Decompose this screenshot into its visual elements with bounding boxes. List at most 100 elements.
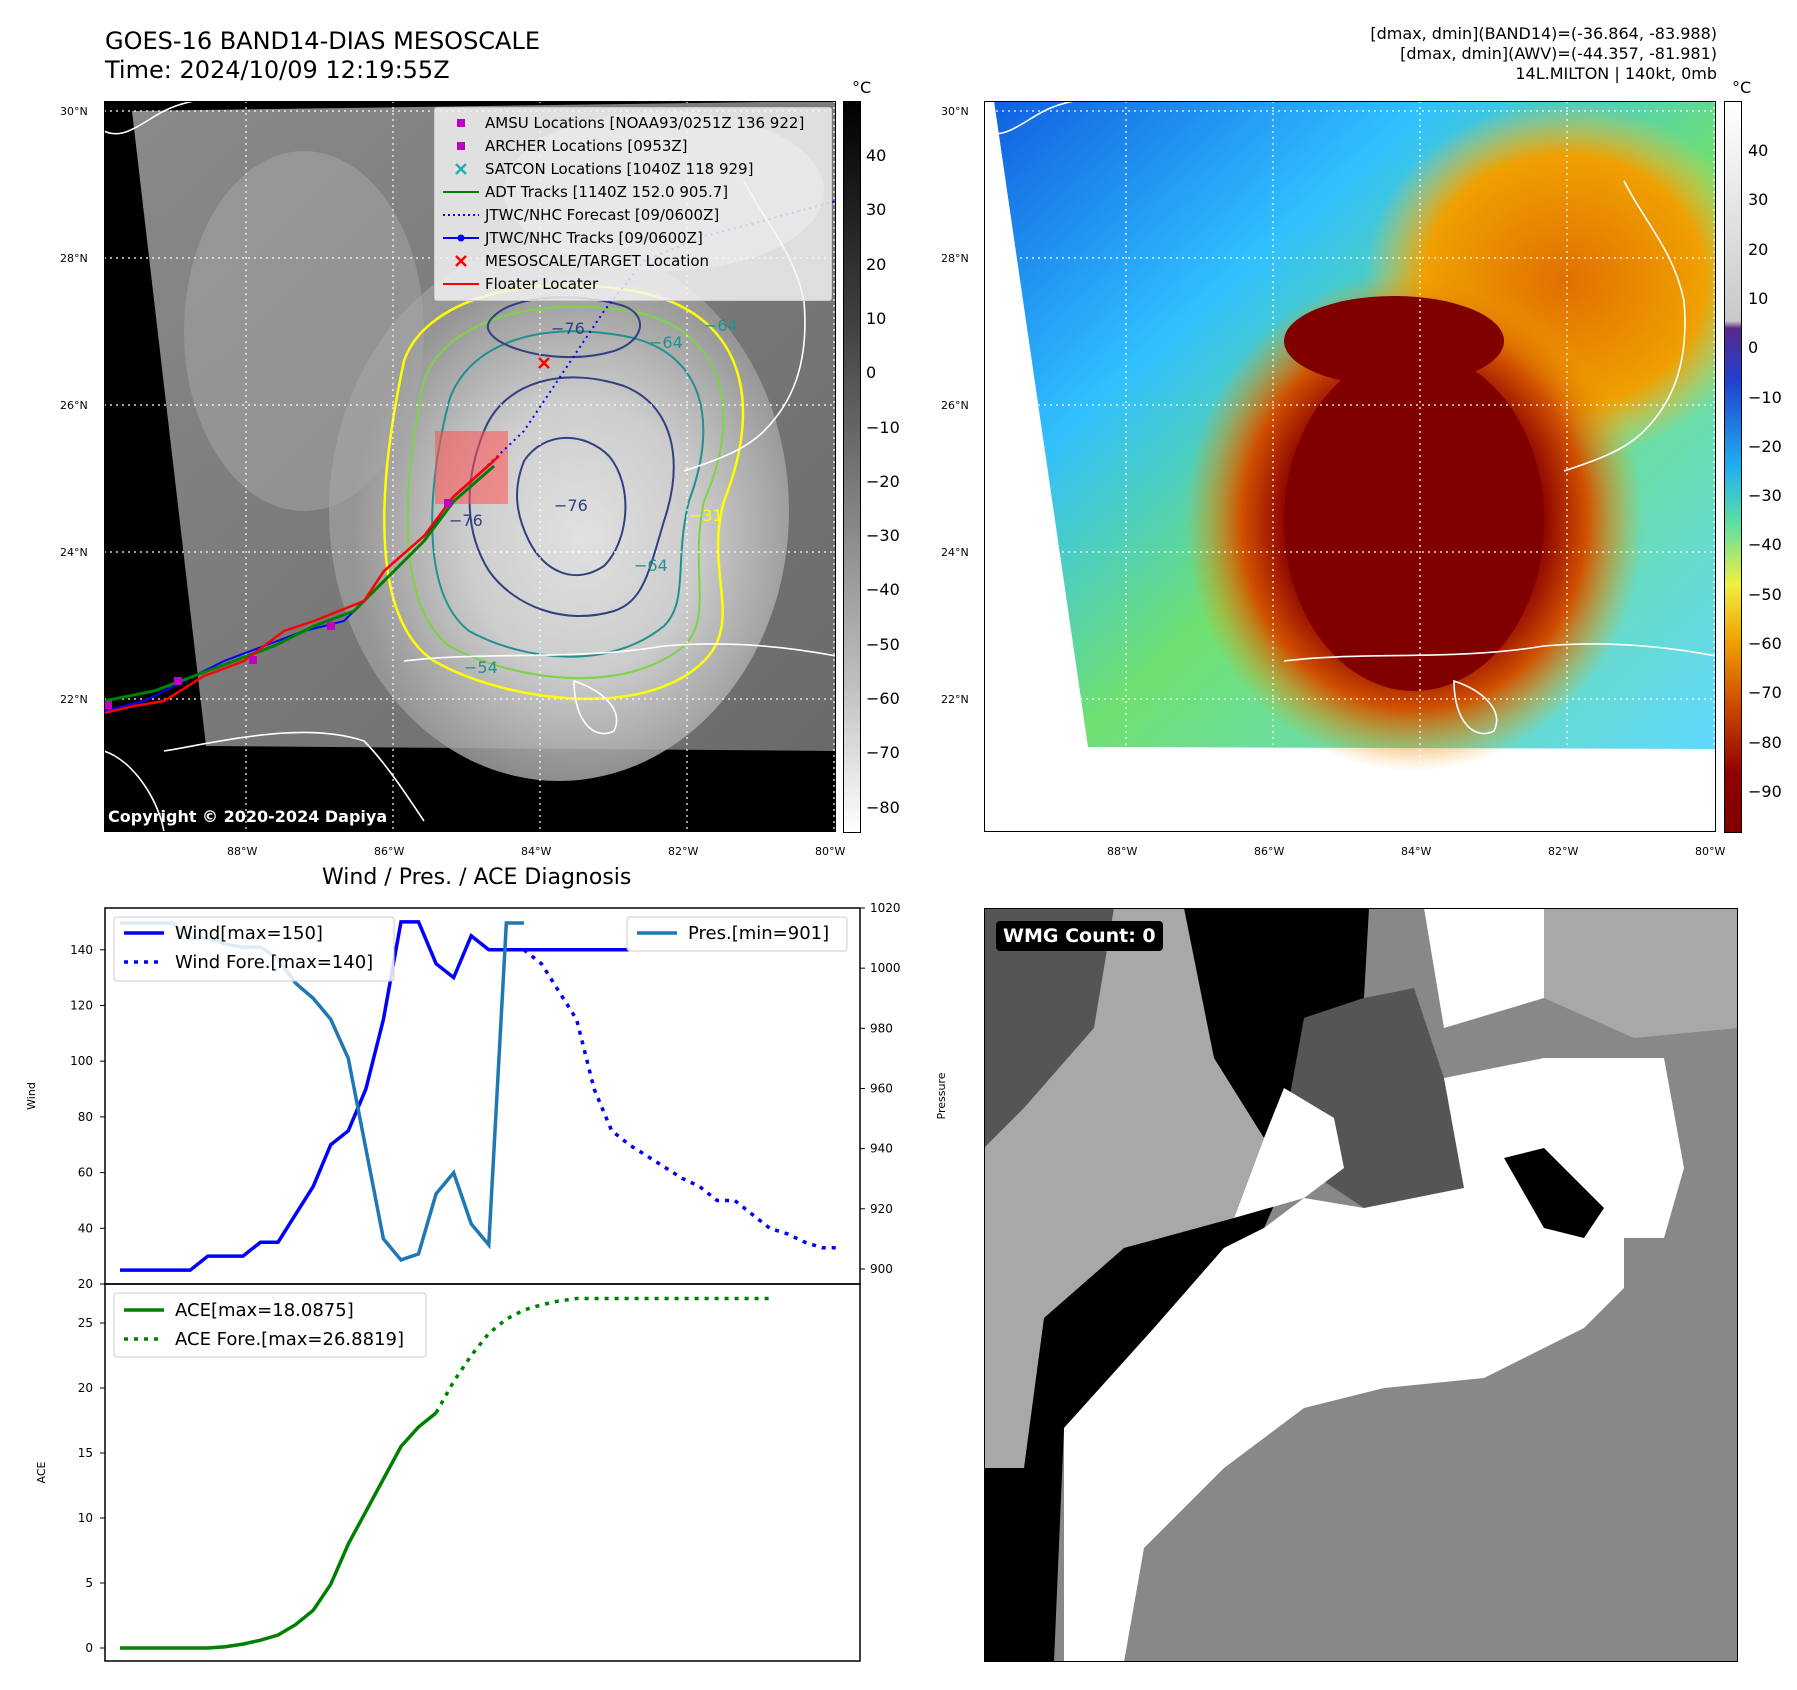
legend-label: JTWC/NHC Tracks [09/0600Z] (485, 229, 703, 247)
legend-label: JTWC/NHC Forecast [09/0600Z] (485, 206, 720, 224)
wmg-image (984, 908, 1738, 1662)
legend-marker (455, 163, 467, 175)
colorbar-tick: −40 (1748, 535, 1782, 555)
ace-legend-label: ACE[max=18.0875] (175, 1300, 354, 1321)
lat-label: 22°N (941, 693, 969, 706)
pres-ytick-label: 920 (870, 1202, 893, 1216)
contour-label: −31 (689, 506, 723, 525)
wind-ytick-label: 20 (78, 1277, 93, 1291)
wmg-count-label: WMG Count: 0 (1003, 925, 1156, 947)
wmg-panel: WMG Count: 0 (984, 908, 1738, 1662)
wind-ytick-label: 80 (78, 1110, 93, 1124)
right-map-frame (984, 101, 1716, 832)
lat-label: 22°N (60, 693, 88, 706)
contour-label: −76 (554, 496, 588, 515)
colorbar-tick: −60 (866, 689, 900, 708)
lat-label: 26°N (941, 399, 969, 412)
info-band14: [dmax, dmin](BAND14)=(-36.864, -83.988) (1370, 24, 1717, 43)
wind-legend-label: Wind[max=150] (175, 923, 323, 944)
legend-item: MESOSCALE/TARGET Location (441, 251, 709, 271)
colorbar-tick: −70 (1748, 683, 1782, 703)
pres-ytick-label: 900 (870, 1262, 893, 1276)
ace-ytick-label: 0 (85, 1641, 93, 1655)
lon-label: 86°W (374, 845, 405, 858)
lat-label: 30°N (60, 105, 88, 118)
colorbar-tick: 0 (1748, 338, 1759, 358)
ace-ytick-label: 15 (78, 1446, 93, 1460)
colorbar-tick: −10 (866, 417, 900, 437)
right-map-image (983, 100, 1764, 832)
lat-label: 28°N (60, 252, 88, 265)
lat-label: 24°N (60, 546, 88, 559)
colorbar-tick: 20 (1748, 239, 1769, 259)
legend-item: ARCHER Locations [0953Z] (441, 136, 688, 156)
ace-panel-frame (104, 1283, 861, 1662)
ace-ytick-label: 10 (78, 1511, 93, 1525)
legend-item: ADT Tracks [1140Z 152.0 905.7] (441, 182, 728, 202)
colorbar-tick: −10 (1748, 387, 1782, 407)
right-map-grid (984, 101, 1716, 832)
colorbar-tick: −90 (1748, 781, 1782, 801)
colorbar-tick: 10 (1748, 288, 1769, 308)
lon-label: 88°W (227, 845, 258, 858)
contour-label: −64 (649, 333, 683, 352)
colorbar-tick: −70 (866, 743, 900, 763)
ace-fore-legend-label: ACE Fore.[max=26.8819] (175, 1329, 404, 1350)
wind-legend (113, 916, 395, 982)
lon-label: 80°W (815, 845, 846, 858)
colorbar-tick: 0 (866, 363, 877, 383)
lat-label: 28°N (941, 252, 969, 265)
legend-label: SATCON Locations [1040Z 118 929] (485, 160, 754, 178)
colorbar-tick: −30 (866, 526, 900, 546)
legend-item: AMSU Locations [NOAA93/0251Z 136 922] (441, 113, 804, 133)
floater-box (435, 431, 508, 504)
figure-title: GOES-16 BAND14-DIAS MESOSCALE (105, 27, 541, 55)
lat-label: 24°N (941, 546, 969, 559)
legend-marker (457, 142, 465, 150)
lon-label: 84°W (1401, 845, 1432, 858)
right-colorbar (1724, 101, 1742, 833)
left-map-panel: −76 −64 −64 −76 −76 −54 −31 −64 AMSU Loc… (103, 100, 837, 833)
colorbar-tick: 40 (866, 146, 887, 165)
wmg-frame (984, 908, 1738, 1662)
legend-marker (457, 119, 465, 127)
colorbar-tick: −50 (866, 634, 900, 654)
legend-item: Floater Locater (441, 274, 598, 294)
colorbar-tick: 10 (866, 308, 887, 328)
legend-item: SATCON Locations [1040Z 118 929] (441, 159, 753, 179)
ace-ytick-label: 5 (85, 1576, 93, 1590)
series-0-line (120, 920, 630, 1272)
colorbar-tick: −20 (1748, 436, 1782, 456)
legend-item: JTWC/NHC Forecast [09/0600Z] (441, 205, 719, 225)
contour-label: −76 (551, 319, 585, 338)
figure-time: Time: 2024/10/09 12:19:55Z (105, 56, 450, 84)
legend-label: AMSU Locations [NOAA93/0251Z 136 922] (485, 114, 805, 132)
wmg-count-badge: WMG Count: 0 (996, 921, 1163, 951)
wind-fore-legend-label: Wind Fore.[max=140] (175, 952, 373, 973)
lon-label: 82°W (1548, 845, 1579, 858)
colorbar-tick: 30 (866, 200, 887, 220)
ace-ytick-label: 20 (78, 1381, 93, 1395)
colorbar-tick: −80 (1748, 732, 1782, 752)
contour-label: −54 (464, 658, 498, 677)
legend-marker (443, 214, 479, 216)
lon-label: 86°W (1254, 845, 1285, 858)
ace-axis-label: ACE (35, 1461, 48, 1483)
colorbar-tick: 20 (866, 254, 887, 274)
pres-ytick-label: 940 (870, 1142, 893, 1156)
diagnosis-title: Wind / Pres. / ACE Diagnosis (322, 865, 632, 890)
lon-label: 84°W (521, 845, 552, 858)
legend-label: MESOSCALE/TARGET Location (485, 252, 710, 270)
info-storm: 14L.MILTON | 140kt, 0mb (1515, 64, 1717, 83)
legend-label: Floater Locater (485, 275, 599, 293)
legend-item: JTWC/NHC Tracks [09/0600Z] (441, 228, 703, 248)
pres-legend (626, 916, 848, 952)
colorbar-tick: −60 (1748, 634, 1782, 653)
legend-marker (455, 255, 467, 267)
pres-ytick-label: 1000 (870, 961, 901, 975)
wind-ytick-label: 60 (78, 1166, 93, 1180)
contour-label: −64 (704, 316, 738, 335)
lon-label: 82°W (668, 845, 699, 858)
legend-marker (443, 191, 479, 193)
